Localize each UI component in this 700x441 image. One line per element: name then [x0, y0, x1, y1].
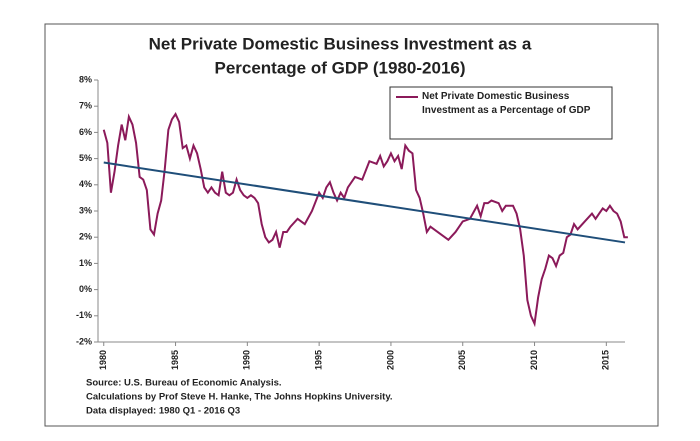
y-tick-label: 5%: [79, 153, 92, 163]
y-tick-label: 4%: [79, 179, 92, 189]
x-tick-label: 2010: [529, 350, 539, 370]
x-tick-label: 2015: [601, 350, 611, 370]
y-tick-label: 7%: [79, 101, 92, 111]
y-tick-label: 6%: [79, 127, 92, 137]
y-tick-label: 8%: [79, 74, 92, 84]
chart-title: Percentage of GDP (1980-2016): [214, 58, 465, 77]
legend-label: Net Private Domestic Business Investment…: [422, 91, 591, 116]
chart-frame: [44, 23, 659, 427]
y-tick-label: -1%: [76, 310, 92, 320]
source-note: Source: U.S. Bureau of Economic Analysis…: [86, 378, 282, 389]
chart-title: Net Private Domestic Business Investment…: [149, 34, 532, 53]
y-tick-label: 3%: [79, 205, 92, 215]
data-line: [102, 112, 628, 328]
trend-line: [103, 161, 626, 244]
source-note: Calculations by Prof Steve H. Hanke, The…: [86, 392, 393, 403]
x-tick-label: 1995: [314, 350, 324, 370]
x-tick-label: 1990: [242, 350, 252, 370]
y-tick-label: 0%: [79, 284, 92, 294]
y-tick-label: 2%: [79, 232, 92, 242]
source-note: Data displayed: 1980 Q1 - 2016 Q3: [86, 406, 240, 417]
x-tick-label: 1985: [170, 350, 180, 370]
x-tick-label: 2005: [457, 350, 467, 370]
legend-label-box: Net Private Domestic Business Investment…: [422, 91, 591, 116]
y-tick-label: -2%: [76, 336, 92, 346]
legend-box: [389, 86, 613, 140]
x-tick-label: 2000: [385, 350, 395, 370]
x-tick-label: 1980: [98, 350, 108, 370]
y-tick-label: 1%: [79, 258, 92, 268]
